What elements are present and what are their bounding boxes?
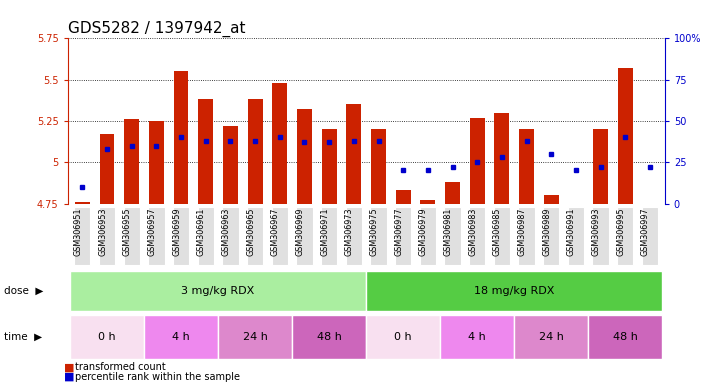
FancyBboxPatch shape xyxy=(493,207,510,265)
Text: 18 mg/kg RDX: 18 mg/kg RDX xyxy=(474,286,555,296)
Bar xyxy=(544,195,559,204)
Text: 3 mg/kg RDX: 3 mg/kg RDX xyxy=(181,286,255,296)
Bar xyxy=(470,118,485,204)
Bar xyxy=(593,129,608,204)
FancyBboxPatch shape xyxy=(223,207,239,265)
Bar xyxy=(272,83,287,204)
Text: GSM306953: GSM306953 xyxy=(98,207,107,256)
Bar xyxy=(322,129,336,204)
FancyBboxPatch shape xyxy=(642,207,658,265)
Text: transformed count: transformed count xyxy=(75,362,166,372)
Text: percentile rank within the sample: percentile rank within the sample xyxy=(75,372,240,382)
FancyBboxPatch shape xyxy=(469,207,486,265)
Bar xyxy=(346,104,361,204)
Text: 48 h: 48 h xyxy=(316,332,341,342)
Text: GSM306993: GSM306993 xyxy=(592,207,601,256)
FancyBboxPatch shape xyxy=(346,207,362,265)
FancyBboxPatch shape xyxy=(543,207,560,265)
FancyBboxPatch shape xyxy=(366,315,440,359)
FancyBboxPatch shape xyxy=(321,207,337,265)
Text: 4 h: 4 h xyxy=(469,332,486,342)
Text: GSM306979: GSM306979 xyxy=(419,207,428,256)
FancyBboxPatch shape xyxy=(617,207,634,265)
Text: GSM306987: GSM306987 xyxy=(518,207,527,256)
FancyBboxPatch shape xyxy=(444,207,461,265)
Text: GSM306959: GSM306959 xyxy=(172,207,181,256)
FancyBboxPatch shape xyxy=(518,207,535,265)
FancyBboxPatch shape xyxy=(70,315,144,359)
Bar xyxy=(173,71,188,204)
Bar xyxy=(223,126,238,204)
Text: 4 h: 4 h xyxy=(172,332,190,342)
FancyBboxPatch shape xyxy=(218,315,292,359)
Text: 0 h: 0 h xyxy=(395,332,412,342)
Text: GSM306971: GSM306971 xyxy=(320,207,329,256)
Text: GSM306973: GSM306973 xyxy=(345,207,354,256)
FancyBboxPatch shape xyxy=(292,315,366,359)
Text: GSM306951: GSM306951 xyxy=(73,207,82,256)
FancyBboxPatch shape xyxy=(366,271,663,311)
FancyBboxPatch shape xyxy=(149,207,164,265)
Bar xyxy=(297,109,312,204)
FancyBboxPatch shape xyxy=(568,207,584,265)
Text: GSM306965: GSM306965 xyxy=(246,207,255,256)
FancyBboxPatch shape xyxy=(296,207,313,265)
Text: GSM306975: GSM306975 xyxy=(370,207,378,256)
FancyBboxPatch shape xyxy=(124,207,140,265)
Text: 24 h: 24 h xyxy=(539,332,564,342)
Text: GSM306955: GSM306955 xyxy=(123,207,132,256)
Bar xyxy=(247,99,262,204)
Bar xyxy=(494,113,509,204)
Text: GSM306963: GSM306963 xyxy=(221,207,230,256)
FancyBboxPatch shape xyxy=(588,315,663,359)
Text: GSM306969: GSM306969 xyxy=(296,207,304,256)
Bar xyxy=(420,200,435,204)
Bar xyxy=(75,202,90,204)
Text: GSM306981: GSM306981 xyxy=(444,207,452,256)
FancyBboxPatch shape xyxy=(247,207,263,265)
FancyBboxPatch shape xyxy=(395,207,412,265)
Text: time  ▶: time ▶ xyxy=(4,332,42,342)
FancyBboxPatch shape xyxy=(173,207,189,265)
Text: GSM306985: GSM306985 xyxy=(493,207,502,256)
Text: ■: ■ xyxy=(64,372,78,382)
FancyBboxPatch shape xyxy=(144,315,218,359)
Bar xyxy=(371,129,386,204)
Text: GDS5282 / 1397942_at: GDS5282 / 1397942_at xyxy=(68,21,245,37)
Bar xyxy=(149,121,164,204)
Text: GSM306991: GSM306991 xyxy=(567,207,576,256)
Bar xyxy=(396,190,410,204)
Text: GSM306989: GSM306989 xyxy=(542,207,551,256)
FancyBboxPatch shape xyxy=(370,207,387,265)
FancyBboxPatch shape xyxy=(419,207,436,265)
FancyBboxPatch shape xyxy=(70,271,366,311)
FancyBboxPatch shape xyxy=(74,207,90,265)
Bar xyxy=(198,99,213,204)
Text: GSM306961: GSM306961 xyxy=(197,207,205,256)
Text: GSM306977: GSM306977 xyxy=(394,207,403,256)
Text: ■: ■ xyxy=(64,362,78,372)
Text: GSM306957: GSM306957 xyxy=(147,207,156,256)
FancyBboxPatch shape xyxy=(99,207,115,265)
Bar xyxy=(124,119,139,204)
FancyBboxPatch shape xyxy=(514,315,588,359)
Bar xyxy=(445,182,460,204)
FancyBboxPatch shape xyxy=(440,315,514,359)
FancyBboxPatch shape xyxy=(592,207,609,265)
Text: 0 h: 0 h xyxy=(98,332,116,342)
Bar xyxy=(100,134,114,204)
Text: dose  ▶: dose ▶ xyxy=(4,286,43,296)
Bar xyxy=(519,129,534,204)
FancyBboxPatch shape xyxy=(272,207,288,265)
Text: GSM306997: GSM306997 xyxy=(641,207,650,256)
Text: 24 h: 24 h xyxy=(242,332,267,342)
Text: 48 h: 48 h xyxy=(613,332,638,342)
Text: GSM306995: GSM306995 xyxy=(616,207,625,256)
Text: GSM306967: GSM306967 xyxy=(271,207,280,256)
FancyBboxPatch shape xyxy=(198,207,214,265)
Bar xyxy=(618,68,633,204)
Text: GSM306983: GSM306983 xyxy=(469,207,477,256)
